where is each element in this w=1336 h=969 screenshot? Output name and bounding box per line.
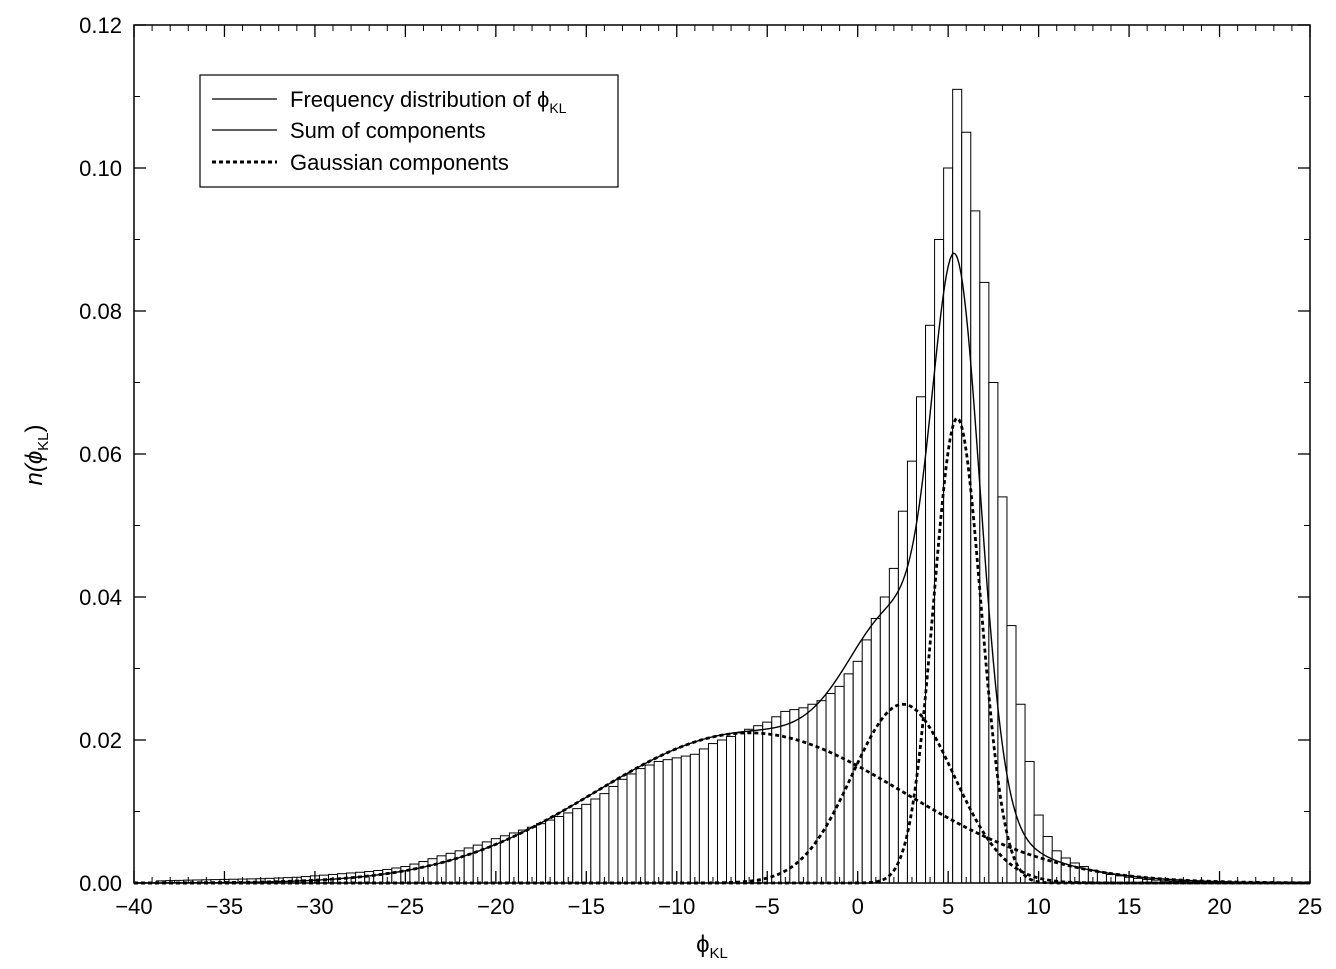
x-tick-label: 0 [852, 894, 864, 919]
histogram-bar [391, 867, 402, 884]
histogram-bar [707, 743, 718, 884]
legend-label-frequency: Frequency distribution of ϕKL [290, 87, 567, 116]
histogram-bar [934, 239, 945, 884]
y-tick-label: 0.12 [79, 13, 122, 38]
histogram-bar [373, 869, 384, 884]
histogram-bar [409, 863, 420, 884]
x-axis-title-main: ϕ [696, 931, 709, 958]
x-axis: −40 −35 −30 −25 −20 −15 −10 −5 0 5 10 15 20 25 [115, 25, 1322, 919]
histogram-bar [626, 773, 637, 884]
y-axis-title-prefix: n(ϕ [21, 451, 48, 486]
histogram-bars [156, 88, 1207, 884]
y-tick-label: 0.04 [79, 585, 122, 610]
y-axis-title: n(ϕKL) [21, 424, 52, 485]
x-tick-label: 15 [1117, 894, 1141, 919]
y-axis-title-suffix: ) [21, 424, 48, 432]
legend-label-gaussian: Gaussian components [290, 150, 509, 175]
histogram-bar [870, 617, 881, 884]
histogram-bar [825, 693, 836, 884]
histogram-bar [680, 755, 691, 884]
histogram-bar [644, 764, 655, 884]
histogram-bar [762, 721, 773, 884]
x-tick-label: −20 [477, 894, 514, 919]
histogram-bar [798, 707, 809, 884]
histogram-bar [906, 460, 917, 884]
sum-of-components-curve [134, 252, 1311, 884]
legend-label-sum: Sum of components [290, 118, 486, 143]
histogram-bar [789, 709, 800, 884]
histogram-bar [716, 739, 728, 884]
x-tick-label: −10 [658, 894, 695, 919]
y-tick-label: 0.10 [79, 156, 122, 181]
y-tick-label: 0.02 [79, 728, 122, 753]
legend-box [199, 74, 619, 188]
histogram-bar [635, 768, 646, 884]
histogram-bar [554, 816, 565, 884]
y-tick-label: 0.06 [79, 442, 122, 467]
x-tick-label: −30 [296, 894, 333, 919]
y-tick-label: 0.08 [79, 299, 122, 324]
histogram-bar [508, 832, 519, 884]
histogram-bar [816, 700, 827, 884]
histogram-bar [834, 685, 845, 884]
x-tick-label: −15 [568, 894, 605, 919]
histogram-bar [943, 167, 954, 884]
histogram-bar [843, 673, 854, 884]
x-tick-label: 5 [942, 894, 954, 919]
histogram-bar [753, 725, 764, 884]
histogram-bar [888, 567, 899, 884]
histogram-bar [807, 703, 818, 884]
x-tick-label: −40 [115, 894, 152, 919]
histogram-bar [861, 639, 872, 884]
legend-label-frequency-main: Frequency distribution of ϕ [290, 87, 549, 112]
histogram-bar [545, 819, 556, 884]
histogram-bar [599, 793, 610, 884]
histogram-bar [879, 596, 890, 884]
histogram-bar [662, 759, 673, 884]
x-tick-label: 10 [1026, 894, 1050, 919]
y-tick-label: 0.00 [79, 871, 122, 896]
histogram-bar [536, 823, 547, 884]
histogram-bar [590, 798, 601, 884]
x-tick-label: 25 [1298, 894, 1322, 919]
histogram-bar [897, 510, 908, 884]
histogram-bar [961, 131, 972, 884]
histogram-bar [698, 748, 709, 884]
legend-label-frequency-sub: KL [549, 100, 566, 116]
histogram-bar [617, 778, 628, 884]
histogram-bar [1060, 857, 1071, 884]
histogram-bar [1015, 703, 1026, 884]
x-tick-label: −35 [206, 894, 243, 919]
histogram-bar [563, 812, 574, 884]
histogram-bar [1024, 760, 1035, 884]
x-axis-title-sub: KL [710, 945, 728, 962]
histogram-bar [726, 735, 737, 884]
histogram-bar [771, 716, 782, 884]
x-tick-label: −5 [755, 894, 780, 919]
histogram-bar [427, 858, 438, 884]
y-axis-title-sub: KL [35, 432, 52, 450]
histogram-bar [653, 760, 664, 884]
histogram-bar [852, 660, 863, 884]
y-axis: 0.00 0.02 0.04 0.06 0.08 0.10 0.12 [79, 13, 1310, 896]
x-axis-title: ϕKL [696, 931, 728, 962]
histogram-bar [689, 753, 700, 884]
x-tick-label: −25 [387, 894, 424, 919]
histogram-bar [952, 88, 963, 884]
histogram-bar [744, 728, 755, 884]
histogram-bar [517, 829, 529, 884]
histogram-bar [445, 852, 456, 884]
histogram-bar [671, 757, 682, 884]
legend: Frequency distribution of ϕKL Sum of com… [199, 74, 619, 188]
histogram-bar [572, 808, 583, 884]
x-tick-label: 20 [1207, 894, 1231, 919]
histogram-bar [735, 732, 746, 884]
histogram-bar [608, 785, 619, 884]
histogram-bar [527, 826, 538, 884]
